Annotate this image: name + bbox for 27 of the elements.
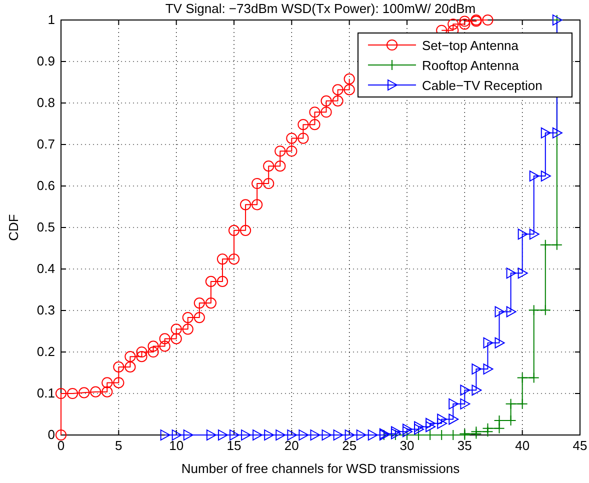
y-tick-label: 0.4 <box>36 261 55 276</box>
y-tick-label: 0.7 <box>36 136 55 152</box>
x-tick-label: 10 <box>169 438 184 454</box>
y-tick-label: 0.5 <box>36 220 55 235</box>
legend-label: Cable−TV Reception <box>422 78 542 93</box>
x-tick-label: 15 <box>226 438 242 454</box>
x-tick-label: 35 <box>457 438 472 454</box>
y-tick-label: 0.6 <box>36 178 55 194</box>
chart-title: TV Signal: −73dBm WSD(Tx Power): 100mW/ 20dBm <box>165 1 476 16</box>
x-tick-label: 5 <box>115 438 122 454</box>
y-tick-label: 0 <box>48 427 55 442</box>
legend-label: Rooftop Antenna <box>422 58 520 73</box>
y-axis-title: CDF <box>6 214 21 241</box>
y-tick-label: 0.3 <box>36 302 55 318</box>
x-tick-label: 45 <box>572 438 588 454</box>
legend-label: Set−top Antenna <box>422 38 520 53</box>
y-tick-label: 0.1 <box>36 386 55 401</box>
y-tick-label: 0.9 <box>36 54 55 69</box>
x-tick-label: 0 <box>57 438 65 454</box>
x-tick-label: 40 <box>515 438 530 454</box>
x-tick-label: 25 <box>342 438 357 454</box>
x-tick-label: 20 <box>284 438 299 454</box>
y-tick-label: 0.8 <box>36 95 55 110</box>
x-axis-title: Number of free channels for WSD transmissions <box>181 461 460 476</box>
y-tick-label: 1 <box>48 12 55 28</box>
y-tick-label: 0.2 <box>36 344 55 360</box>
x-tick-label: 30 <box>400 438 414 454</box>
